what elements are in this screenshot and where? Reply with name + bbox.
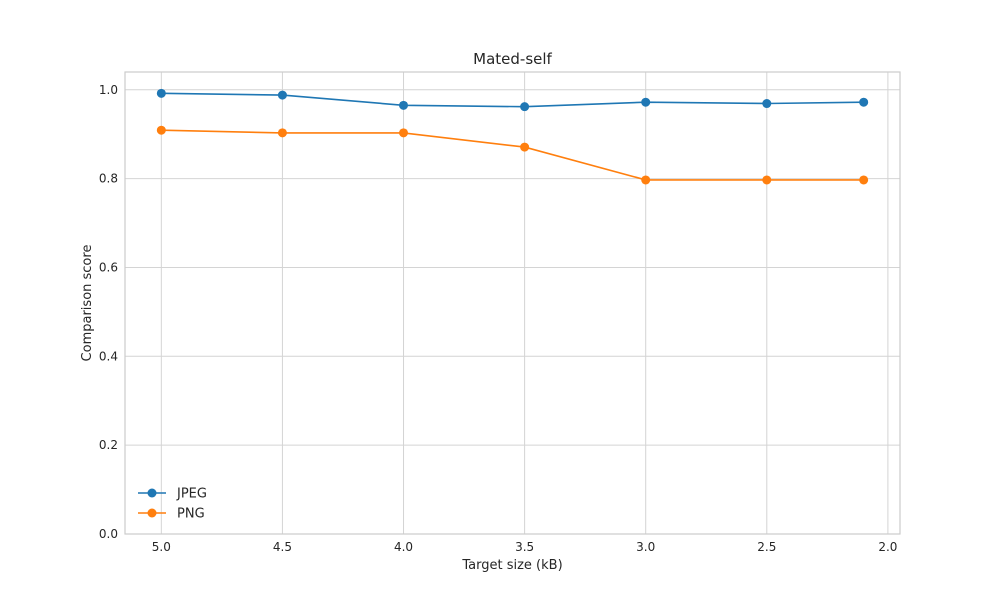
jpeg-data-point xyxy=(520,102,530,112)
png-data-point xyxy=(156,125,166,135)
y-tick-label: 0.0 xyxy=(99,527,118,541)
png-data-point xyxy=(277,128,287,138)
png-data-point xyxy=(520,142,530,152)
legend-marker-png xyxy=(147,508,157,518)
legend-item-png: PNG xyxy=(138,507,205,522)
x-tick-label: 5.0 xyxy=(152,540,171,554)
png-data-point xyxy=(399,128,409,138)
png-data-point xyxy=(859,175,869,185)
png-series-line xyxy=(161,129,864,181)
plot-frame xyxy=(124,71,901,535)
x-tick-label: 4.0 xyxy=(394,540,413,554)
jpeg-data-point xyxy=(399,100,409,110)
grid xyxy=(125,72,900,535)
x-axis-label: Target size (kB) xyxy=(461,558,562,573)
legend: JPEG PNG xyxy=(138,487,207,522)
tick-labels: 5.0 4.5 4.0 3.5 3.0 2.5 2.0 0.0 0.2 0.4 0.6 0.8 1.0 xyxy=(99,83,898,554)
legend-label-png: PNG xyxy=(177,507,205,522)
y-tick-label: 0.2 xyxy=(99,438,118,452)
jpeg-data-point xyxy=(156,88,166,98)
series xyxy=(156,88,869,185)
jpeg-data-point xyxy=(277,90,287,100)
x-tick-label: 2.0 xyxy=(878,540,897,554)
x-tick-label: 4.5 xyxy=(273,540,292,554)
jpeg-data-point xyxy=(641,97,651,107)
y-tick-label: 1.0 xyxy=(99,83,118,97)
jpeg-series-line xyxy=(161,92,864,108)
legend-item-jpeg: JPEG xyxy=(138,487,207,502)
jpeg-data-point xyxy=(762,99,772,109)
x-tick-label: 2.5 xyxy=(757,540,776,554)
jpeg-data-point xyxy=(859,97,869,107)
x-tick-label: 3.0 xyxy=(636,540,655,554)
png-data-point xyxy=(641,175,651,185)
chart-title: Mated-self xyxy=(473,50,552,68)
legend-label-jpeg: JPEG xyxy=(176,487,207,502)
y-axis-label: Comparison score xyxy=(80,245,95,362)
legend-marker-jpeg xyxy=(147,488,157,498)
y-tick-label: 0.8 xyxy=(99,172,118,186)
x-tick-label: 3.5 xyxy=(515,540,534,554)
y-tick-label: 0.4 xyxy=(99,349,118,363)
y-tick-label: 0.6 xyxy=(99,260,118,274)
png-data-point xyxy=(762,175,772,185)
